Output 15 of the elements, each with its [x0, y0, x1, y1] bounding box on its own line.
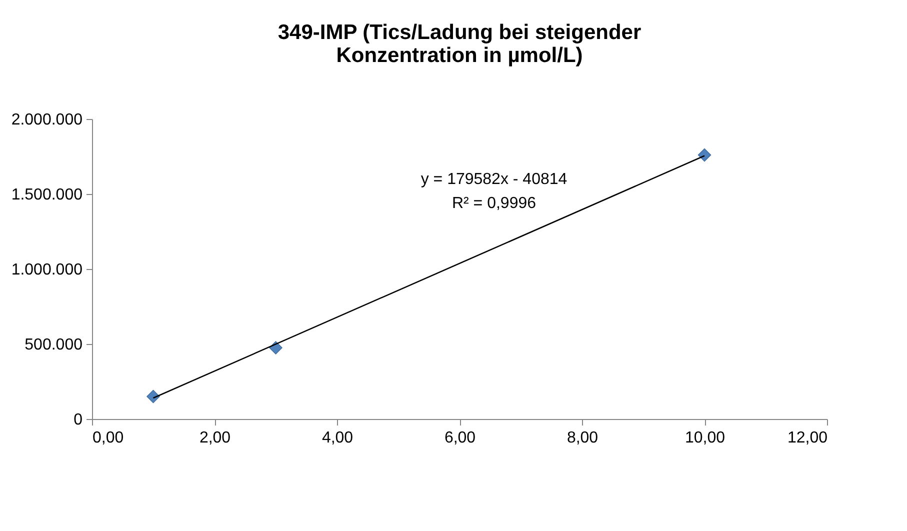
- y-tick-label: 500.000: [24, 336, 83, 354]
- annotation: y = 179582x - 40814: [420, 171, 568, 188]
- x-tick-label: 2,00: [199, 430, 231, 446]
- x-tick-label: 0,00: [92, 430, 124, 446]
- y-tick-label: 2.000.000: [11, 112, 83, 128]
- y-tick-label: 1.000.000: [11, 262, 83, 278]
- x-tick-label: 12,00: [787, 430, 828, 446]
- x-tick-label: 8,00: [566, 430, 598, 446]
- chart-title: 349-IMP (Tics/Ladung bei steigender Konzentration in µmol/L): [278, 21, 642, 67]
- annotation: R² = 0,9996: [452, 195, 536, 212]
- x-tick-label: 4,00: [322, 430, 354, 446]
- x-tick-label: 10,00: [684, 430, 726, 446]
- y-tick-label: 0: [74, 412, 83, 428]
- y-tick-label: 1.500.000: [11, 186, 83, 204]
- x-tick-label: 6,00: [444, 430, 476, 446]
